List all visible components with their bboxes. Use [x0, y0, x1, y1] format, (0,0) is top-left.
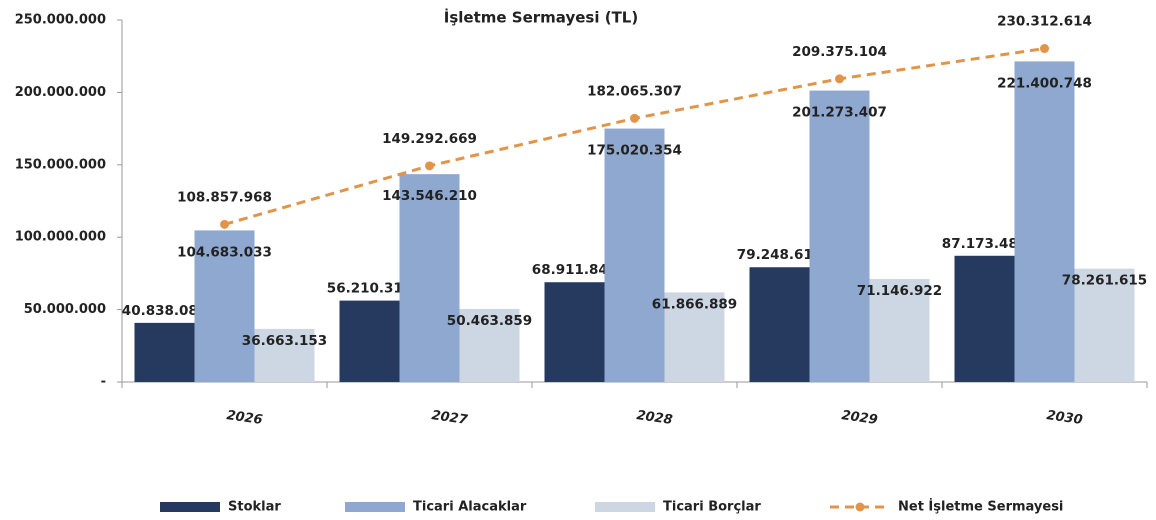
bar — [194, 230, 255, 382]
bar — [954, 255, 1015, 382]
data-label: 201.273.407 — [792, 105, 887, 121]
bar — [809, 90, 870, 383]
line-point — [1040, 44, 1049, 54]
line-point — [630, 113, 639, 123]
line-point — [835, 74, 844, 84]
bar — [1014, 61, 1075, 383]
data-label: 56.210.318 — [327, 281, 412, 297]
y-tick-label: 250.000.000 — [15, 13, 106, 28]
y-tick-label: 200.000.000 — [15, 85, 106, 100]
data-label: 108.857.968 — [177, 189, 272, 205]
data-label: 221.400.748 — [997, 75, 1092, 91]
data-label: 61.866.889 — [652, 296, 737, 312]
bar — [869, 278, 930, 382]
bar — [339, 300, 400, 382]
data-label: 149.292.669 — [382, 131, 477, 147]
bar — [749, 267, 810, 382]
data-label: 36.663.153 — [242, 333, 327, 349]
data-label: 68.911.842 — [532, 262, 617, 278]
data-label: 40.838.088 — [122, 303, 207, 319]
legend-marker — [855, 502, 865, 512]
bar — [604, 128, 665, 382]
x-tick-label: 2026 — [226, 408, 264, 428]
data-label: 79.248.619 — [737, 247, 822, 263]
data-label: 78.261.615 — [1062, 273, 1147, 289]
bar — [1074, 268, 1135, 382]
bar — [664, 292, 725, 382]
bar — [399, 174, 460, 382]
chart-title: İşletme Sermayesi (TL) — [444, 8, 638, 27]
y-tick-label: 150.000.000 — [15, 157, 106, 172]
line-point — [425, 161, 434, 171]
legend-label: Stoklar — [228, 500, 281, 515]
x-tick-label: 2027 — [431, 408, 470, 428]
data-label: 209.375.104 — [792, 44, 887, 60]
legend-label: Net İşletme Sermayesi — [898, 499, 1063, 515]
data-label: 175.020.354 — [587, 143, 682, 159]
legend-swatch — [595, 502, 655, 512]
line-point — [220, 219, 229, 229]
data-label: 143.546.210 — [382, 188, 477, 204]
bar — [254, 328, 315, 382]
bar — [544, 282, 605, 382]
data-label: 104.683.033 — [177, 244, 272, 260]
data-label: 87.173.481 — [942, 236, 1027, 252]
bar — [459, 308, 520, 382]
y-tick-label: 50.000.000 — [24, 302, 106, 317]
data-label: 182.065.307 — [587, 83, 682, 99]
bar — [134, 322, 195, 382]
y-tick-label: 100.000.000 — [15, 230, 106, 245]
legend-label: Ticari Borçlar — [663, 500, 761, 515]
x-tick-label: 2030 — [1046, 408, 1084, 428]
x-tick-label: 2029 — [841, 408, 879, 428]
legend-swatch — [160, 502, 220, 512]
legend-swatch — [345, 502, 405, 512]
data-label: 230.312.614 — [997, 14, 1092, 30]
legend-label: Ticari Alacaklar — [413, 500, 527, 515]
data-label: 71.146.922 — [857, 283, 942, 299]
x-tick-label: 2028 — [636, 408, 674, 428]
y-tick-label: - — [101, 375, 106, 390]
data-label: 50.463.859 — [447, 313, 532, 329]
